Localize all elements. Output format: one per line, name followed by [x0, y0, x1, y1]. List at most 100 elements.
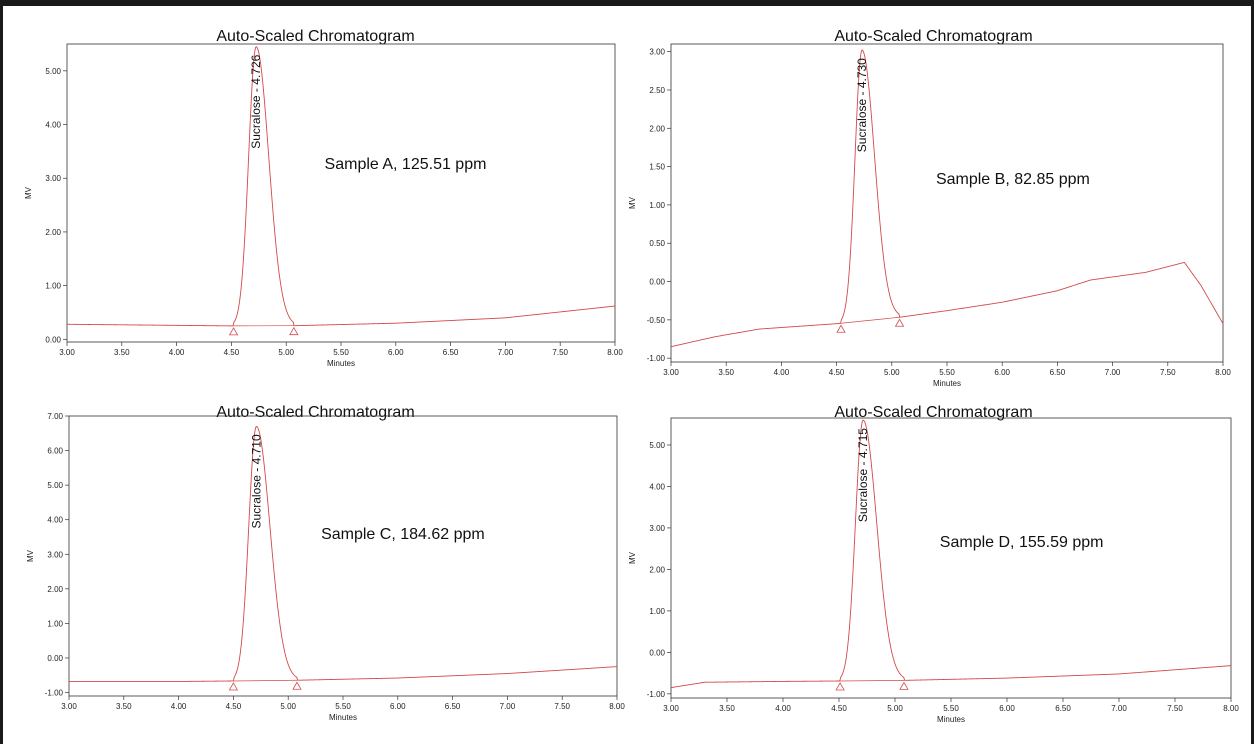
x-tick-label: 6.50 — [445, 702, 461, 711]
y-tick-label: 5.00 — [649, 441, 665, 450]
y-tick-label: 0.00 — [45, 335, 61, 344]
x-tick-label: 5.00 — [887, 704, 903, 713]
y-tick-label: -1.00 — [45, 689, 64, 698]
x-tick-label: 3.50 — [114, 348, 130, 357]
x-tick-label: 4.00 — [775, 704, 791, 713]
x-tick-label: 8.00 — [607, 348, 623, 357]
y-axis-label: MV — [24, 186, 33, 199]
sample-annotation: Sample A, 125.51 ppm — [325, 156, 487, 173]
x-tick-label: 7.00 — [500, 702, 516, 711]
x-tick-label: 4.00 — [171, 702, 187, 711]
peak-label: Sucralose - 4.726 — [249, 54, 263, 148]
peak-end-marker — [292, 681, 302, 690]
chromatogram-panel-a: Auto-Scaled Chromatogram 3.00 3.50 4.00 4.5… — [13, 28, 623, 380]
plot-frame — [670, 43, 1224, 363]
x-tick-label: 4.50 — [224, 348, 240, 357]
x-tick-label: 3.50 — [719, 704, 735, 713]
x-axis-label: Minutes — [327, 359, 355, 368]
x-tick-label: 7.50 — [554, 702, 570, 711]
x-tick-label: 7.50 — [1167, 704, 1183, 713]
x-tick-label: 6.50 — [1050, 368, 1066, 377]
y-axis-label: MV — [26, 549, 35, 562]
y-tick-label: 1.00 — [649, 201, 665, 210]
x-tick-label: 6.00 — [999, 704, 1015, 713]
y-tick-label: 0.00 — [47, 654, 63, 663]
x-tick-label: 7.00 — [1111, 704, 1127, 713]
x-tick-label: 3.00 — [663, 704, 679, 713]
chromatogram-trace — [670, 419, 1232, 689]
x-tick-label: 5.00 — [280, 702, 296, 711]
x-tick-label: 5.00 — [278, 348, 294, 357]
plot-frame — [68, 415, 618, 697]
y-tick-label: 1.00 — [649, 607, 665, 616]
peak-end-marker — [894, 318, 905, 327]
chromatogram-panel-d: Auto-Scaled Chromatogram 3.00 3.50 4.00 4.5… — [628, 404, 1239, 742]
chart-svg: 3.00 3.50 4.00 4.50 5.00 5.50 6.00 6.50 7.00 7.50… — [26, 412, 625, 722]
peak-start-marker — [228, 327, 239, 336]
y-tick-label: 6.00 — [47, 447, 63, 456]
chart-svg: 3.00 3.50 4.00 4.50 5.00 5.50 6.00 6.50 7.00 7.50… — [628, 43, 1231, 388]
chart-svg: 3.00 3.50 4.00 4.50 5.00 5.50 6.00 6.50 7.00 7.50… — [24, 43, 623, 368]
peak-start-marker — [835, 682, 845, 691]
plot-frame — [670, 417, 1232, 699]
y-tick-label: 3.00 — [649, 524, 665, 533]
chart-title: Auto-Scaled Chromatogram — [834, 404, 1033, 421]
y-axis-label: MV — [628, 551, 637, 564]
chromatogram-panel-b: Auto-Scaled Chromatogram 3.00 3.50 4.00 4.5… — [628, 28, 1236, 400]
x-tick-label: 6.50 — [443, 348, 459, 357]
x-axis-label: Minutes — [937, 715, 965, 724]
y-tick-label: 2.00 — [649, 124, 665, 133]
peak-label: Sucralose - 4.710 — [249, 434, 263, 528]
sample-annotation: Sample D, 155.59 ppm — [940, 534, 1104, 551]
peak-label: Sucralose - 4.730 — [855, 58, 869, 152]
peak-end-marker — [899, 681, 909, 690]
y-tick-label: 1.00 — [45, 282, 61, 291]
sample-annotation: Sample C, 184.62 ppm — [321, 526, 485, 543]
peak-start-marker — [228, 682, 239, 691]
x-tick-label: 6.00 — [388, 348, 404, 357]
y-tick-label: 5.00 — [45, 67, 61, 76]
y-tick-label: 2.50 — [649, 86, 665, 95]
y-tick-label: 4.00 — [47, 516, 63, 525]
x-tick-label: 5.50 — [335, 702, 351, 711]
y-tick-label: 0.50 — [649, 239, 665, 248]
chromatogram-trace — [670, 49, 1224, 348]
x-tick-label: 4.50 — [829, 368, 845, 377]
y-tick-label: -0.50 — [647, 316, 666, 325]
x-axis-label: Minutes — [933, 379, 961, 388]
x-tick-label: 7.50 — [552, 348, 568, 357]
chart-svg: 3.00 3.50 4.00 4.50 5.00 5.50 6.00 6.50 7.00 7.50… — [628, 417, 1239, 724]
sample-annotation: Sample B, 82.85 ppm — [936, 171, 1090, 188]
x-axis-label: Minutes — [329, 713, 357, 722]
x-tick-label: 7.50 — [1160, 368, 1176, 377]
x-tick-label: 8.00 — [609, 702, 625, 711]
plot-frame — [66, 43, 616, 343]
integration-baseline — [840, 316, 900, 324]
x-tick-label: 7.00 — [1105, 368, 1121, 377]
y-tick-label: 4.00 — [45, 121, 61, 130]
x-tick-label: 5.50 — [333, 348, 349, 357]
x-tick-label: 4.00 — [774, 368, 790, 377]
peak-label: Sucralose - 4.715 — [856, 428, 870, 522]
y-axis-label: MV — [628, 196, 637, 209]
x-tick-label: 4.50 — [226, 702, 242, 711]
x-tick-label: 4.50 — [831, 704, 847, 713]
y-tick-label: 3.00 — [649, 48, 665, 57]
x-tick-label: 6.50 — [1055, 704, 1071, 713]
integration-baseline — [840, 680, 904, 682]
x-tick-label: 6.00 — [994, 368, 1010, 377]
chromatogram-panel-c: Auto-Scaled Chromatogram 3.00 3.50 4.00 4.5… — [13, 404, 625, 742]
y-tick-label: 3.00 — [45, 174, 61, 183]
x-tick-label: 3.50 — [116, 702, 132, 711]
x-tick-label: 4.00 — [169, 348, 185, 357]
y-tick-label: -1.00 — [647, 690, 666, 699]
y-tick-label: 0.00 — [649, 648, 665, 657]
chart-title: Auto-Scaled Chromatogram — [216, 404, 415, 421]
y-tick-label: 3.00 — [47, 550, 63, 559]
y-tick-label: 1.50 — [649, 163, 665, 172]
x-tick-label: 5.50 — [939, 368, 955, 377]
x-tick-label: 6.00 — [390, 702, 406, 711]
chromatogram-trace — [66, 46, 616, 327]
y-tick-label: 4.00 — [649, 482, 665, 491]
integration-baseline — [233, 679, 297, 682]
